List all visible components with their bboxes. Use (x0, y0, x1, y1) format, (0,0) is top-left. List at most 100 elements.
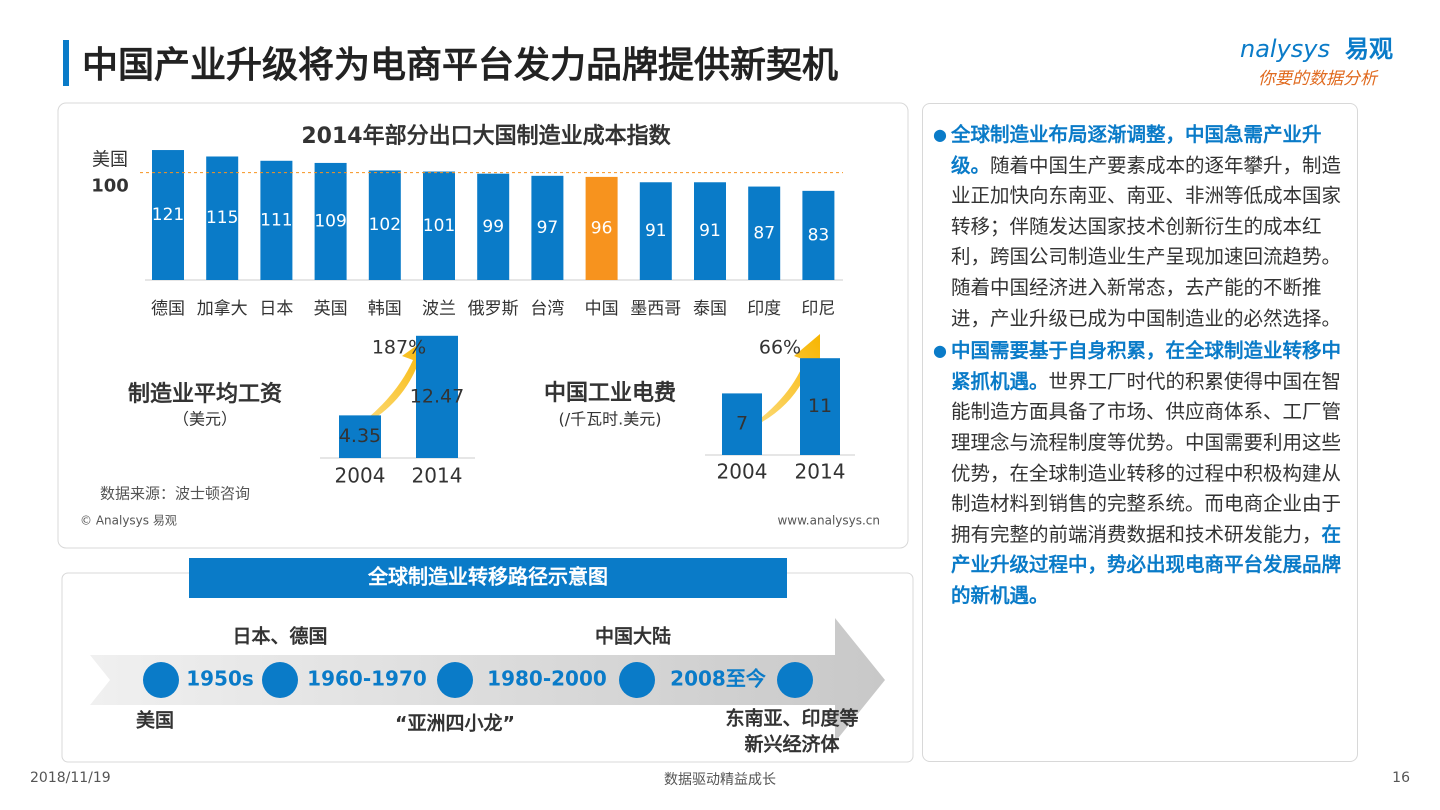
value-label: 83 (808, 225, 830, 245)
bar (800, 358, 840, 455)
category-label: 印度 (747, 299, 781, 319)
category-label: 墨西哥 (630, 299, 681, 319)
category-label: 2014 (795, 460, 846, 484)
period: 1980-2000 (487, 667, 607, 691)
timeline-nodes (143, 662, 813, 698)
value-label: 101 (423, 216, 455, 236)
category-label: 加拿大 (197, 298, 248, 319)
category-label: 印尼 (801, 299, 835, 319)
value-label: 109 (314, 211, 346, 231)
bar (802, 190, 835, 280)
node (777, 662, 813, 698)
chart-title: 中国工业电费 (544, 381, 676, 406)
value-label: 91 (645, 221, 667, 241)
value-label: 7 (736, 413, 748, 435)
node (262, 662, 298, 698)
node (143, 662, 179, 698)
value-label: 4.35 (339, 425, 381, 447)
logo-slogan: 你要的数据分析 (1258, 69, 1379, 89)
bar (722, 393, 762, 455)
logo-brand: nalysys (1240, 35, 1330, 63)
period: 1950s (186, 667, 254, 691)
bar (206, 156, 239, 280)
copyright: © Analysys 易观 (80, 514, 177, 528)
bar (477, 173, 510, 280)
bullet-body: 随着中国生产要素成本的逐年攀升，制造业正加快向东南亚、南亚、非洲等低成本国家转移… (951, 153, 1342, 330)
category-label: 2004 (717, 460, 768, 484)
reference-label: 美国 (92, 150, 128, 171)
region-label: 中国大陆 (595, 625, 671, 648)
reference-value: 100 (91, 176, 129, 197)
bar (423, 171, 455, 280)
growth-arrow (742, 334, 820, 432)
node (619, 662, 655, 698)
bar (531, 175, 564, 280)
value-label: 99 (482, 217, 504, 237)
bullet-lead: 中国需要基于自身积累，在全球制造业转移中紧抓机遇。 (951, 339, 1342, 393)
growth-label: 66% (759, 337, 801, 359)
region-label: 美国 (136, 709, 174, 732)
bar (368, 170, 401, 280)
logo-name: 易观 (1345, 35, 1393, 63)
bar (639, 182, 672, 280)
value-label: 111 (260, 210, 292, 230)
page-title: 中国产业升级将为电商平台发力品牌提供新契机 (82, 45, 838, 86)
period: 1960-1970 (307, 667, 427, 691)
value-label: 11 (808, 395, 832, 417)
bar (416, 335, 458, 458)
text-panel: ● 全球制造业布局逐渐调整，中国急需产业升级。随着中国生产要素成本的逐年攀升，制造… (922, 103, 1358, 762)
bar (339, 415, 381, 458)
bar (314, 162, 347, 280)
category-label: 俄罗斯 (468, 299, 519, 319)
category-label: 台湾 (530, 299, 564, 319)
category-label: 泰国 (693, 299, 727, 319)
timeline-banner (189, 558, 787, 598)
region-label: 新兴经济体 (744, 733, 840, 756)
category-label: 德国 (151, 299, 185, 319)
category-label: 中国 (585, 299, 619, 319)
growth-label: 187% (372, 337, 426, 359)
value-label: 12.47 (410, 385, 464, 407)
category-label: 波兰 (422, 299, 456, 319)
region-label: 日本、德国 (232, 625, 327, 648)
region-label: 东南亚、印度等 (725, 707, 858, 730)
bullet-body: 世界工厂时代的积累使得中国在智能制造方面具备了市场、供应商体系、工厂管理理念与流… (951, 369, 1342, 546)
footer-date: 2018/11/19 (30, 770, 111, 786)
bar (585, 176, 618, 280)
title-accent (63, 40, 69, 86)
value-label: 97 (537, 218, 559, 238)
region-label: “亚洲四小龙” (395, 712, 515, 735)
footer-slogan: 数据驱动精益成长 (664, 772, 776, 788)
value-label: 87 (753, 223, 775, 243)
source: 数据来源：波士顿咨询 (100, 485, 250, 503)
node (437, 662, 473, 698)
bar (260, 160, 293, 280)
page-number: 16 (1392, 770, 1410, 786)
category-label: 2004 (335, 464, 386, 488)
value-label: 91 (699, 221, 721, 241)
bar (152, 150, 184, 280)
bullet: ● 全球制造业布局逐渐调整，中国急需产业升级。随着中国生产要素成本的逐年攀升，制造… (933, 123, 1342, 330)
value-label: 96 (591, 218, 613, 238)
category-label: 日本 (259, 299, 293, 319)
value-label: 102 (369, 215, 401, 235)
period: 2008至今 (670, 667, 767, 691)
chart-title: 2014年部分出口大国制造业成本指数 (301, 123, 671, 149)
category-label: 英国 (314, 299, 348, 319)
chart-panel (57, 102, 909, 549)
chart-title: 制造业平均工资 (128, 381, 282, 407)
category-label: 韩国 (368, 299, 402, 319)
value-label: 115 (206, 208, 238, 228)
chart-subtitle: （美元） (173, 410, 237, 429)
bullet: ● 中国需要基于自身积累，在全球制造业转移中紧抓机遇。世界工厂时代的积累使得中国在… (933, 339, 1342, 607)
bar (694, 182, 726, 280)
value-label: 121 (152, 205, 184, 225)
timeline-title: 全球制造业转移路径示意图 (367, 565, 608, 589)
category-label: 2014 (412, 464, 463, 488)
timeline-arrow (90, 618, 885, 742)
bullet-tail: 在产业升级过程中，势必出现电商平台发展品牌的新机遇。 (951, 522, 1342, 607)
url: www.analysys.cn (777, 514, 880, 528)
bullet-lead: 全球制造业布局逐渐调整，中国急需产业升级。 (951, 123, 1322, 177)
